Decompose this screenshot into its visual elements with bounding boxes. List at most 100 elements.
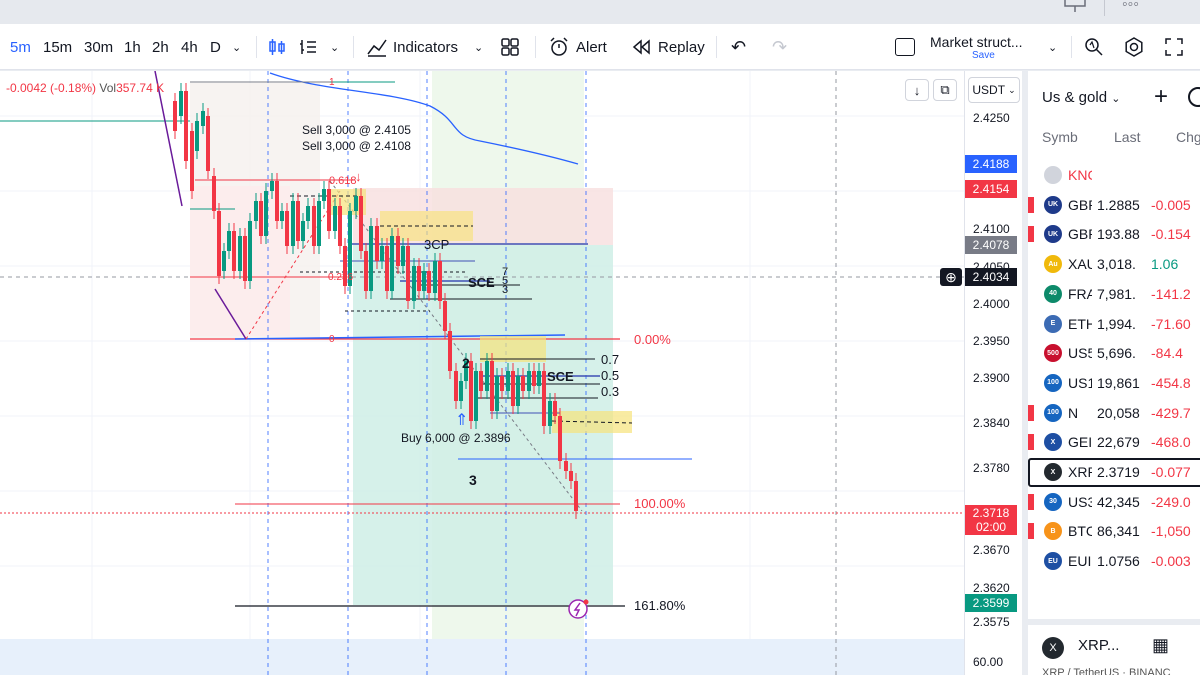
undo-icon[interactable]: ↶ xyxy=(731,36,747,57)
watchlist-row[interactable]: EU EUI 1.0756 -0.003 xyxy=(1028,547,1200,576)
candle-body xyxy=(506,371,510,391)
grid-icon[interactable]: ▦ xyxy=(1152,635,1170,655)
price-axis[interactable]: USDT ⌄ 2.4250 2.4100 2.4050 2.4000 2.395… xyxy=(964,71,1022,675)
watchlist-row[interactable]: X GEI 22,679 -468.0 xyxy=(1028,428,1200,457)
candle-body xyxy=(179,91,183,116)
chart-canvas[interactable]: Sell 3,000 @ 2.4105 Sell 3,000 @ 2.4108 … xyxy=(0,71,964,675)
candles-icon[interactable] xyxy=(266,24,288,70)
level-07-label: 0.7 xyxy=(601,352,619,367)
chevron-down-icon: ⌄ xyxy=(1008,84,1016,95)
symbol-detail[interactable]: X XRP... ▦ XRP / TetherUS · BINANC xyxy=(1028,619,1200,675)
interval-15m[interactable]: 15m xyxy=(43,38,73,56)
reset-chart-button[interactable]: ⧉ xyxy=(933,79,957,101)
candle-body xyxy=(454,371,458,401)
candle-body xyxy=(333,206,337,231)
watchlist-row[interactable]: 30 US3 42,345 -249.0 xyxy=(1028,488,1200,517)
flag-marker xyxy=(1028,434,1034,451)
pct-161-label: 161.80% xyxy=(634,598,686,613)
row-last: 42,345 xyxy=(1097,493,1140,510)
candle-body xyxy=(511,371,515,406)
scroll-down-button[interactable]: ↓ xyxy=(905,79,929,101)
templates-icon[interactable] xyxy=(499,24,521,70)
price-chart[interactable]: Sell 3,000 @ 2.4105 Sell 3,000 @ 2.4108 … xyxy=(0,71,964,675)
header-chg[interactable]: Chg xyxy=(1176,129,1200,145)
watchlist-row[interactable]: 100 N 20,058 -429.7 xyxy=(1028,399,1200,428)
bar-style-icon[interactable] xyxy=(297,24,319,70)
zone-4 xyxy=(552,411,632,433)
row-chg: -84.4 xyxy=(1151,345,1183,362)
layout-name-button[interactable]: Market struct... Save xyxy=(930,24,1023,70)
watchlist-row[interactable]: X XRP 2.3719 -0.077 xyxy=(1028,458,1200,487)
interval-30m[interactable]: 30m xyxy=(84,38,114,56)
header-symbol[interactable]: Symb xyxy=(1042,129,1078,145)
row-symbol: GBP xyxy=(1068,226,1092,243)
watchlist-row[interactable]: KNC xyxy=(1028,161,1200,190)
arrow-down-icon: ↓ xyxy=(913,82,921,98)
pct-0-label: 0.00% xyxy=(634,332,671,347)
sce-label-2: SCE xyxy=(547,369,574,384)
watchlist-row[interactable]: E ETH 1,994. -71.60 xyxy=(1028,310,1200,339)
chevron-down-icon[interactable]: ⌄ xyxy=(330,41,340,54)
chevron-down-icon[interactable]: ⌄ xyxy=(1048,41,1058,54)
toolbar: 5m 15m 30m 1h 2h 4h D ⌄ ⌄ Indicators ⌄ A… xyxy=(0,24,1200,70)
moving-average-line xyxy=(269,72,579,165)
redo-icon[interactable]: ↷ xyxy=(772,36,788,57)
add-symbol-icon[interactable]: + xyxy=(1154,83,1169,110)
replay-button[interactable]: Replay xyxy=(631,24,705,70)
monitor-icon[interactable] xyxy=(1063,0,1087,14)
candle-body xyxy=(348,211,352,286)
level-05-label: 0.5 xyxy=(601,368,619,383)
flag-marker xyxy=(1028,523,1034,540)
clock-icon[interactable] xyxy=(1188,87,1200,107)
candle-body xyxy=(474,371,478,421)
watchlist-row[interactable]: 40 FRA 7,981. -141.2 xyxy=(1028,280,1200,309)
chevron-down-icon[interactable]: ⌄ xyxy=(474,41,484,54)
interval-D[interactable]: D xyxy=(210,38,221,56)
layout-checkbox-icon[interactable] xyxy=(895,24,915,70)
watchlist-row[interactable]: UK GBP 193.88 -0.154 xyxy=(1028,220,1200,249)
header-last[interactable]: Last xyxy=(1114,129,1141,145)
watchlist-row[interactable]: 100 US1 19,861 -454.8 xyxy=(1028,369,1200,398)
price-change: -0.0042 (-0.18%) xyxy=(6,81,97,95)
watchlist-name: Us & gold xyxy=(1042,89,1108,106)
interval-5m[interactable]: 5m xyxy=(10,38,31,56)
interval-4h[interactable]: 4h xyxy=(181,38,198,56)
row-chg: -0.005 xyxy=(1151,196,1191,213)
candle-body xyxy=(259,201,263,236)
sce-label-1: SCE xyxy=(468,275,495,290)
indicators-button[interactable]: Indicators xyxy=(366,24,458,70)
row-symbol: BTC xyxy=(1068,523,1092,540)
watchlist-title[interactable]: Us & gold ⌄ xyxy=(1042,89,1120,106)
quick-search-icon[interactable] xyxy=(1083,24,1105,70)
candle-body xyxy=(396,236,400,266)
watchlist-row[interactable]: Au XAU 3,018. 1.06 xyxy=(1028,250,1200,279)
add-plus-icon[interactable]: ⊕ xyxy=(940,268,962,286)
currency-selector[interactable]: USDT ⌄ xyxy=(968,77,1020,103)
settings-gear-icon[interactable] xyxy=(1123,24,1145,70)
row-chg: -249.0 xyxy=(1151,493,1191,510)
volume-tick: 60.00 xyxy=(973,655,1004,669)
candle-body xyxy=(548,401,552,426)
row-last: 193.88 xyxy=(1097,226,1140,243)
candle-body xyxy=(227,231,231,251)
watchlist-row[interactable]: 500 US5 5,696. -84.4 xyxy=(1028,339,1200,368)
candle-body xyxy=(338,206,342,246)
lightning-icon[interactable] xyxy=(568,599,589,619)
interval-2h[interactable]: 2h xyxy=(152,38,169,56)
candle-body xyxy=(500,376,504,391)
row-chg: -71.60 xyxy=(1151,315,1191,332)
fullscreen-icon[interactable] xyxy=(1163,24,1185,70)
watchlist-row[interactable]: B BTC 86,341 -1,050 xyxy=(1028,517,1200,546)
sell-arrow-icon: ↓ xyxy=(355,169,362,184)
watchlist-row[interactable]: UK GBP 1.2885 -0.005 xyxy=(1028,191,1200,220)
candle-body xyxy=(184,91,188,161)
chevron-down-icon[interactable]: ⌄ xyxy=(232,41,242,54)
row-symbol: US5 xyxy=(1068,345,1092,362)
alert-button[interactable]: Alert xyxy=(548,24,607,70)
row-chg: -454.8 xyxy=(1151,374,1191,391)
candle-body xyxy=(433,261,437,293)
row-last: 1,994. xyxy=(1097,315,1136,332)
price-tick: 2.4000 xyxy=(973,297,1010,311)
more-icon[interactable]: ◦◦◦ xyxy=(1122,0,1140,13)
interval-1h[interactable]: 1h xyxy=(124,38,141,56)
